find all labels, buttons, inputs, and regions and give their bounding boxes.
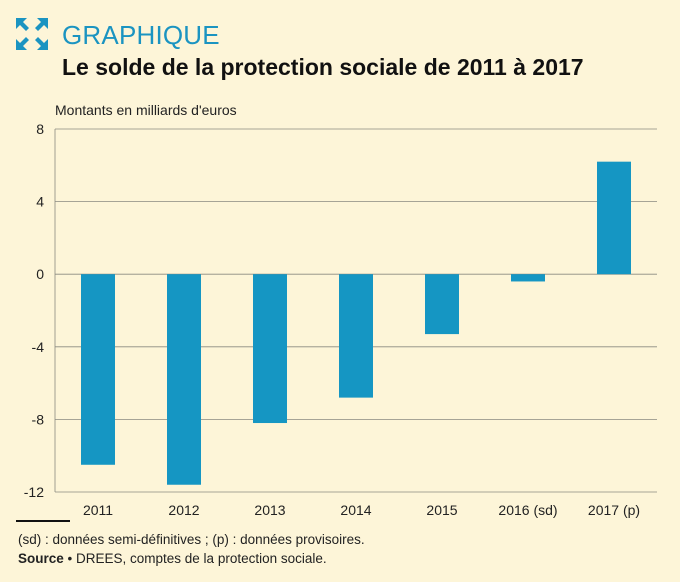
source-label: Source	[18, 551, 64, 566]
expand-arrows-icon	[16, 18, 48, 50]
x-tick-label: 2014	[340, 502, 371, 518]
footnote: (sd) : données semi-définitives ; (p) : …	[18, 532, 365, 547]
bar	[597, 161, 631, 275]
bar	[81, 274, 115, 465]
chart-title: Le solde de la protection sociale de 201…	[62, 54, 584, 80]
y-tick-label: -8	[32, 411, 45, 427]
x-tick-label: 2015	[426, 502, 457, 518]
bar	[425, 274, 459, 335]
source-line: Source • DREES, comptes de la protection…	[18, 551, 327, 566]
x-tick-label: 2017 (p)	[588, 502, 640, 518]
y-tick-label: 0	[36, 266, 44, 282]
y-tick-label: -12	[24, 484, 44, 500]
bar	[167, 274, 201, 485]
source-text: • DREES, comptes de la protection social…	[63, 551, 327, 566]
y-tick-label: 8	[36, 121, 44, 137]
x-tick-label: 2011	[83, 502, 113, 518]
x-tick-label: 2016 (sd)	[498, 502, 557, 518]
bar	[253, 274, 287, 424]
bar	[339, 274, 373, 398]
chart-header: GRAPHIQUE Le solde de la protection soci…	[16, 18, 664, 88]
y-tick-label: 4	[36, 194, 44, 210]
chart-label: GRAPHIQUE	[62, 20, 220, 50]
x-tick-label: 2013	[254, 502, 285, 518]
bar	[511, 274, 545, 282]
y-axis-unit-label: Montants en milliards d'euros	[55, 102, 237, 118]
x-tick-label: 2012	[168, 502, 199, 518]
footer-rule	[16, 520, 70, 522]
y-tick-label: -4	[32, 339, 45, 355]
